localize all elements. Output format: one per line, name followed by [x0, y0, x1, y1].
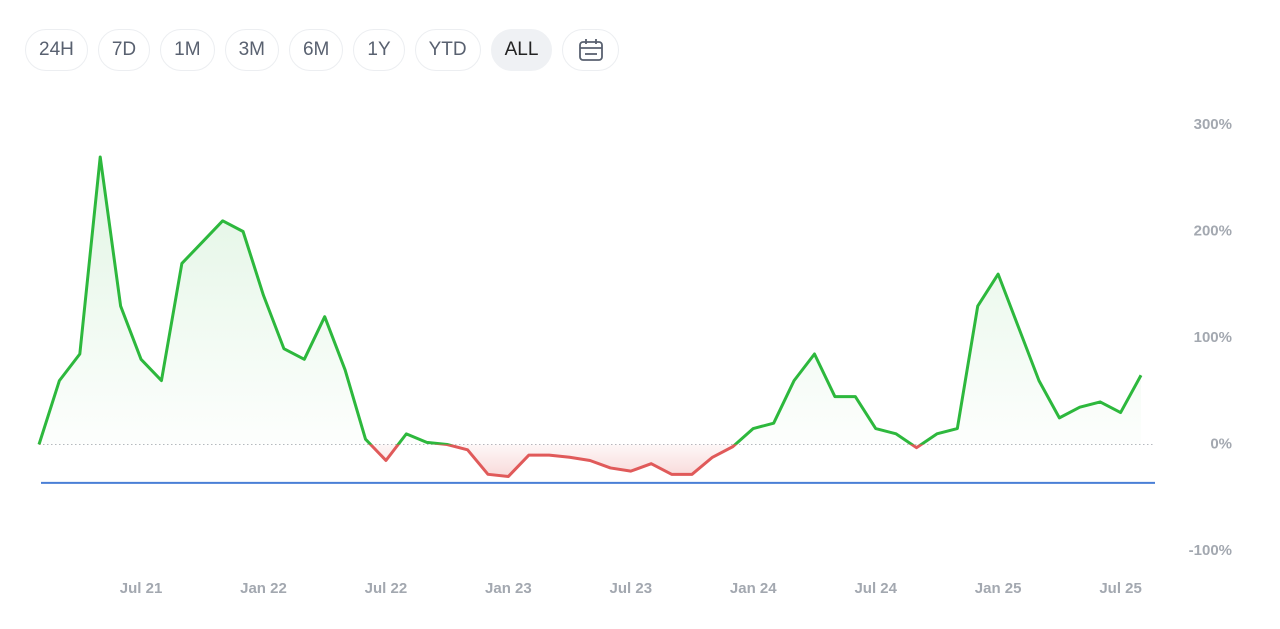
line-positive: [37, 155, 1143, 445]
range-buttons: 24H 7D 1M 3M 6M 1Y YTD ALL: [25, 29, 620, 71]
calendar-icon: [579, 39, 603, 61]
range-button[interactable]: 24H: [25, 29, 88, 71]
range-button[interactable]: YTD: [414, 29, 481, 71]
calendar-button[interactable]: [562, 29, 620, 71]
x-tick-label: Jan 23: [485, 580, 532, 597]
x-tick-label: Jan 25: [975, 580, 1022, 597]
x-tick-label: Jul 23: [610, 580, 653, 597]
x-tick-label: Jul 22: [365, 580, 408, 597]
area-positive: [39, 156, 1141, 445]
range-button[interactable]: 7D: [97, 29, 151, 71]
y-tick-label: 200%: [1194, 222, 1232, 239]
x-tick-label: Jan 24: [730, 580, 777, 597]
range-button[interactable]: ALL: [490, 29, 553, 71]
x-tick-label: Jul 21: [120, 580, 163, 597]
x-tick-label: Jan 22: [240, 580, 287, 597]
x-tick-label: Jul 24: [854, 580, 897, 597]
line-negative: [39, 444, 924, 478]
y-tick-label: 100%: [1194, 329, 1232, 346]
y-tick-label: -100%: [1189, 542, 1232, 559]
range-button[interactable]: 1M: [160, 29, 215, 71]
y-tick-label: 0%: [1210, 435, 1232, 452]
y-tick-label: 300%: [1194, 116, 1232, 133]
range-button[interactable]: 6M: [288, 29, 344, 71]
range-button[interactable]: 1Y: [353, 29, 405, 71]
range-button[interactable]: 3M: [224, 29, 279, 71]
x-tick-label: Jul 25: [1099, 580, 1142, 597]
